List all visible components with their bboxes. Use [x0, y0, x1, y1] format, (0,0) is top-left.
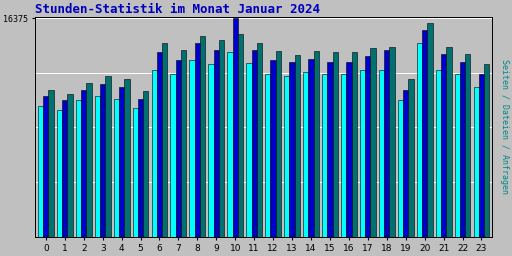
Bar [57, 110, 62, 237]
Bar [484, 65, 489, 237]
Bar [479, 74, 484, 237]
Bar [238, 34, 243, 237]
Bar [409, 79, 414, 237]
Bar [157, 52, 162, 237]
Bar [322, 74, 327, 237]
Bar [105, 77, 111, 237]
Bar [68, 94, 73, 237]
Bar [100, 84, 105, 237]
Bar [246, 63, 251, 237]
Bar [214, 50, 219, 237]
Bar [276, 51, 281, 237]
Bar [341, 74, 346, 237]
Bar [295, 55, 300, 237]
Bar [428, 23, 433, 237]
Bar [49, 90, 54, 237]
Bar [465, 54, 471, 237]
Bar [289, 62, 295, 237]
Bar [143, 91, 148, 237]
Bar [76, 100, 81, 237]
Bar [219, 40, 224, 237]
Bar [417, 43, 422, 237]
Bar [403, 90, 409, 237]
Bar [162, 43, 167, 237]
Bar [124, 79, 130, 237]
Bar [333, 52, 338, 237]
Y-axis label: Seiten / Dateien / Anfragen: Seiten / Dateien / Anfragen [500, 59, 509, 194]
Bar [170, 74, 176, 237]
Bar [251, 50, 257, 237]
Bar [398, 100, 403, 237]
Bar [227, 52, 232, 237]
Bar [314, 51, 319, 237]
Bar [390, 47, 395, 237]
Bar [360, 70, 365, 237]
Bar [232, 18, 238, 237]
Bar [200, 36, 205, 237]
Bar [284, 77, 289, 237]
Bar [436, 70, 441, 237]
Bar [422, 30, 428, 237]
Text: Stunden-Statistik im Monat Januar 2024: Stunden-Statistik im Monat Januar 2024 [35, 3, 321, 16]
Bar [195, 43, 200, 237]
Bar [119, 87, 124, 237]
Bar [208, 65, 214, 237]
Bar [379, 70, 384, 237]
Bar [308, 59, 314, 237]
Bar [270, 60, 276, 237]
Bar [265, 74, 270, 237]
Bar [257, 43, 262, 237]
Bar [446, 47, 452, 237]
Bar [303, 72, 308, 237]
Bar [365, 56, 371, 237]
Bar [455, 74, 460, 237]
Bar [384, 50, 390, 237]
Bar [327, 62, 333, 237]
Bar [43, 97, 49, 237]
Bar [176, 60, 181, 237]
Bar [474, 87, 479, 237]
Bar [346, 62, 352, 237]
Bar [81, 90, 87, 237]
Bar [38, 106, 43, 237]
Bar [133, 109, 138, 237]
Bar [95, 97, 100, 237]
Bar [352, 52, 357, 237]
Bar [460, 62, 465, 237]
Bar [152, 70, 157, 237]
Bar [87, 83, 92, 237]
Bar [62, 100, 68, 237]
Bar [138, 99, 143, 237]
Bar [114, 99, 119, 237]
Bar [371, 48, 376, 237]
Bar [189, 60, 195, 237]
Bar [441, 54, 446, 237]
Bar [181, 50, 186, 237]
